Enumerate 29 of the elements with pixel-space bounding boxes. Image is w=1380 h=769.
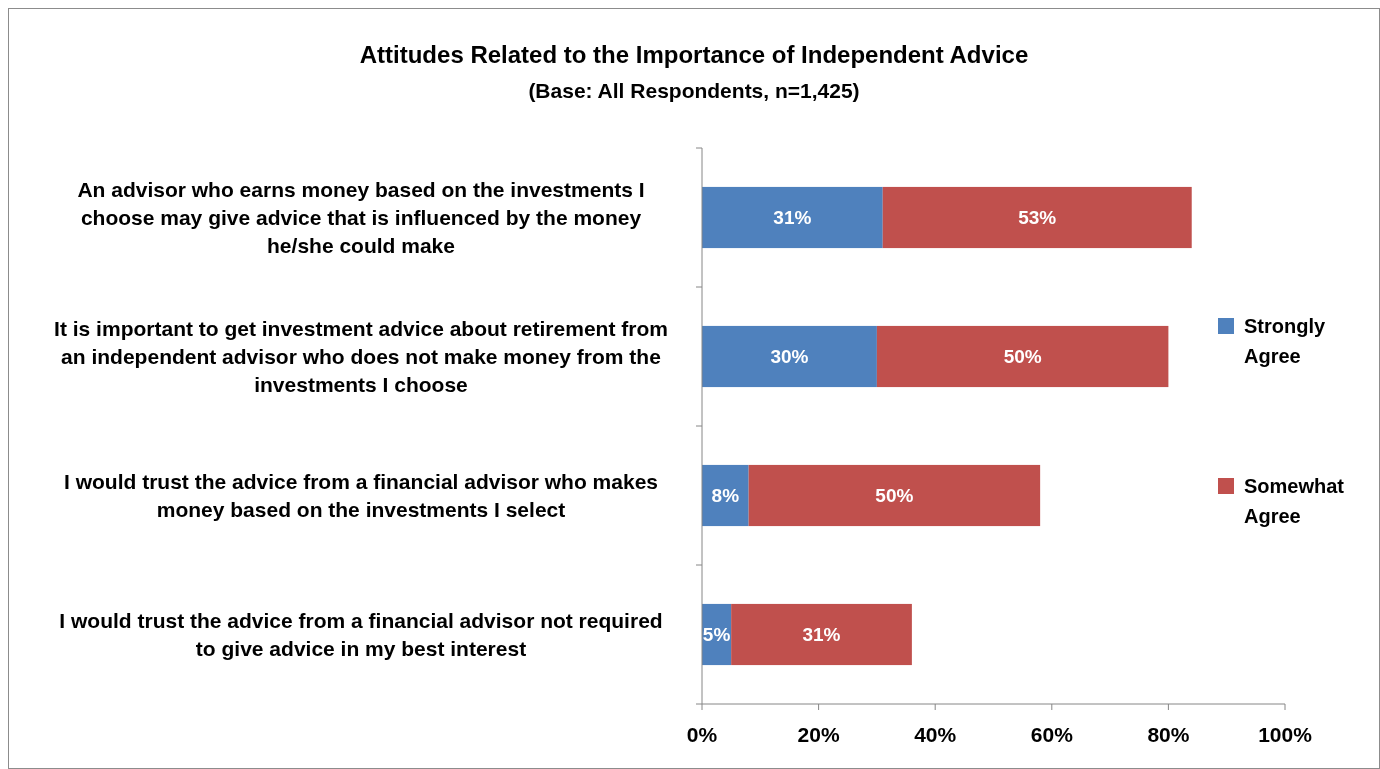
bar	[731, 603, 912, 666]
legend-label: Somewhat Agree	[1244, 475, 1345, 527]
data-label: 31%	[802, 624, 841, 646]
y-tick-label: I would trust the advice from a financial advisor not required to give advice in my best interest	[59, 608, 663, 660]
y-tick-label: An advisor who earns money based on the investments I choose may give advice that is influenced by the money he/she could make	[77, 177, 645, 257]
data-label: 31%	[773, 207, 812, 229]
bar	[748, 464, 1041, 527]
data-label: 53%	[1018, 207, 1057, 229]
data-label: 30%	[770, 346, 809, 368]
bar	[702, 464, 749, 527]
x-tick-label: 60%	[1030, 723, 1074, 746]
y-tick-label: It is important to get investment advice about retirement from an independent advisor who does not make money from the investments I choose	[54, 316, 668, 396]
x-tick-label: 0%	[686, 723, 718, 746]
data-label: 50%	[1003, 346, 1042, 368]
bar	[882, 186, 1192, 249]
bar	[702, 325, 877, 388]
y-tick-label: I would trust the advice from a financial advisor who makes money based on the investments I select	[64, 469, 658, 521]
x-tick-label: 80%	[1147, 723, 1190, 746]
chart-subtitle: (Base: All Respondents, n=1,425)	[528, 79, 860, 102]
chart-title: Attitudes Related to the Importance of Independent Advice	[359, 41, 1029, 68]
bar	[876, 325, 1169, 388]
x-tick-label: 20%	[797, 723, 840, 746]
data-label: 5%	[702, 624, 731, 646]
legend-label: Strongly Agree	[1244, 315, 1326, 367]
data-label: 50%	[875, 485, 914, 507]
x-tick-label: 40%	[914, 723, 957, 746]
data-label: 8%	[711, 485, 740, 507]
x-tick-label: 100%	[1258, 723, 1313, 746]
bar	[702, 186, 883, 249]
